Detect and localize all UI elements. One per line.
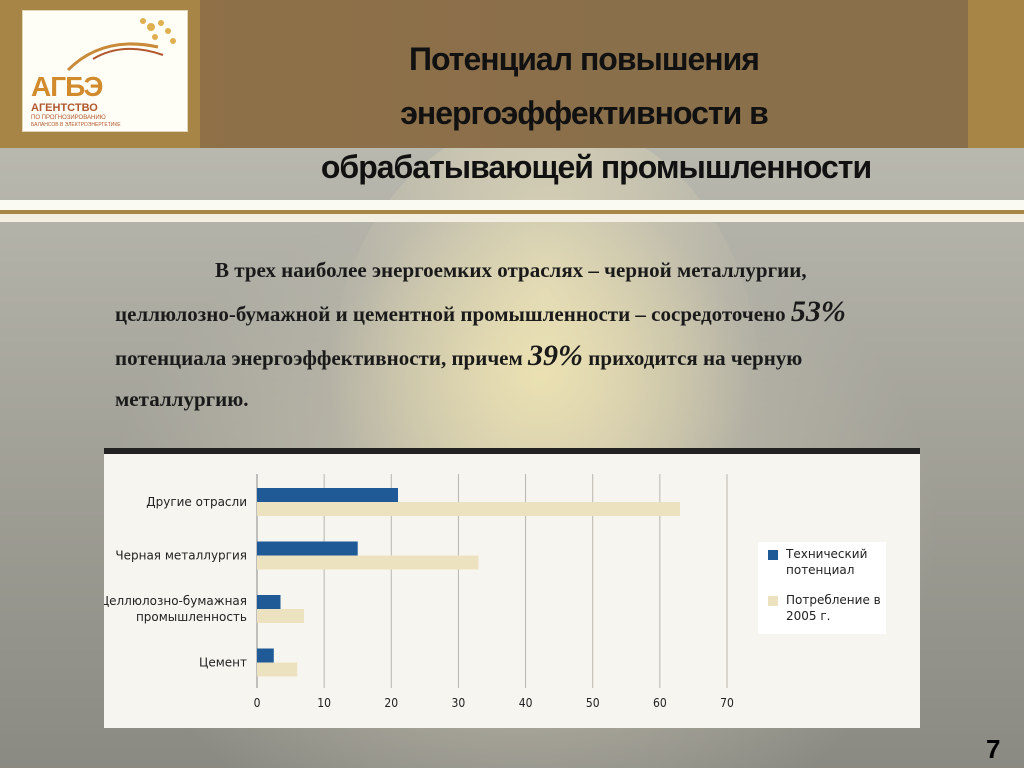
header-right-strip <box>968 0 1024 148</box>
bar-chart: 0 10 20 30 40 50 60 70 Другие отрасли Черная мета… <box>104 474 886 710</box>
logo-abbreviation: АГБЭ <box>31 71 103 102</box>
divider-line <box>0 210 1024 214</box>
paragraph-part-1: В трех наиболее энергоемких отраслях – ч… <box>115 258 807 326</box>
body-paragraph: В трех наиболее энергоемких отраслях – ч… <box>115 250 915 420</box>
bar <box>257 488 398 502</box>
bar <box>257 555 479 570</box>
slide-title: Потенциал повышения энергоэффективности … <box>200 32 968 194</box>
legend-swatch <box>768 550 778 560</box>
category-label: Другие отрасли <box>146 495 247 509</box>
paragraph-part-3: приходится на черную металлургию. <box>115 346 803 411</box>
x-tick-label: 10 <box>317 696 331 710</box>
bar <box>257 662 298 677</box>
bar-chart-panel: 0 10 20 30 40 50 60 70 Другие отрасли Черная мета… <box>104 448 920 728</box>
percent-39: 39% <box>528 339 584 372</box>
agency-logo: АГБЭ АГЕНТСТВО ПО ПРОГНОЗИРОВАНИЮ БАЛАНС… <box>22 10 188 132</box>
title-line-3: обрабатывающей промышленности <box>320 149 872 185</box>
bar <box>257 502 680 516</box>
logo-subtitle-1: ПО ПРОГНОЗИРОВАНИЮ <box>31 115 106 121</box>
bar <box>257 648 274 663</box>
legend-label: Технический <box>785 547 867 561</box>
legend-swatch <box>768 596 778 606</box>
x-tick-label: 40 <box>519 696 533 710</box>
percent-53: 53% <box>790 295 846 328</box>
x-tick-label: 70 <box>720 696 734 710</box>
x-tick-label: 30 <box>452 696 466 710</box>
x-tick-label: 60 <box>653 696 667 710</box>
x-tick-label: 0 <box>254 696 261 710</box>
x-tick-label: 20 <box>384 696 398 710</box>
category-label: Черная металлургия <box>115 549 247 563</box>
slide-number: 7 <box>986 734 1001 764</box>
logo-subtitle-2: БАЛАНСОВ В ЭЛЕКТРОЭНЕРГЕТИКЕ <box>31 122 121 128</box>
divider-band <box>0 200 1024 210</box>
divider-band-lower <box>0 214 1024 222</box>
legend-box <box>758 542 886 634</box>
title-line-2: энергоэффективности в <box>400 95 769 131</box>
category-label: промышленность <box>136 610 247 624</box>
logo-agency-text: АГЕНТСТВО <box>31 102 98 114</box>
legend-label: потенциал <box>786 563 854 577</box>
category-label: Целлюлозно-бумажная <box>104 594 247 608</box>
category-label: Цемент <box>199 656 247 670</box>
title-line-1: Потенциал повышения <box>409 41 760 77</box>
bar <box>257 595 281 609</box>
x-tick-label: 50 <box>586 696 600 710</box>
bar <box>257 609 304 623</box>
legend-label: Потребление в <box>786 593 881 607</box>
bar <box>257 541 358 556</box>
legend-label: 2005 г. <box>786 609 830 623</box>
sun-arc-icon <box>66 18 176 72</box>
paragraph-part-2: потенциала энергоэффективности, причем <box>115 346 529 370</box>
